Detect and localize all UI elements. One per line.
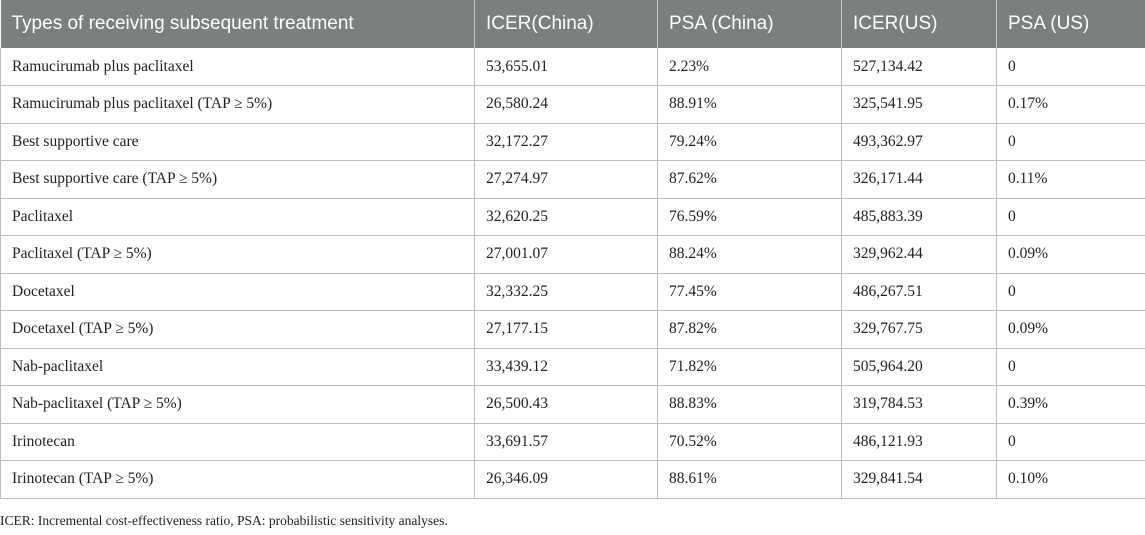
- cell-treatment-type: Paclitaxel (TAP ≥ 5%): [0, 235, 475, 274]
- table-row: Ramucirumab plus paclitaxel 53,655.01 2.23…: [0, 48, 1145, 86]
- table-body: Ramucirumab plus paclitaxel 53,655.01 2.23…: [0, 48, 1145, 499]
- header-psa-us: PSA (US): [996, 0, 1145, 48]
- cell-psa-us: 0: [996, 348, 1145, 386]
- cell-icer-us: 329,767.75: [841, 310, 997, 349]
- table-header: Types of receiving subsequent treatment …: [0, 0, 1145, 48]
- header-icer-us: ICER(US): [841, 0, 997, 48]
- cell-treatment-type: Best supportive care: [0, 123, 475, 161]
- table-row: Irinotecan 33,691.57 70.52% 486,121.93 0: [0, 423, 1145, 461]
- cell-icer-china: 26,580.24: [474, 85, 658, 124]
- cell-psa-us: 0: [996, 198, 1145, 236]
- table-row: Ramucirumab plus paclitaxel (TAP ≥ 5%) 26…: [0, 85, 1145, 124]
- cell-psa-china: 88.61%: [657, 460, 842, 499]
- cell-psa-us: 0: [996, 273, 1145, 311]
- cell-psa-china: 88.24%: [657, 235, 842, 274]
- header-treatment-type: Types of receiving subsequent treatment: [0, 0, 475, 48]
- cell-treatment-type: Paclitaxel: [0, 198, 475, 236]
- results-table: Types of receiving subsequent treatment …: [0, 0, 1145, 499]
- cell-psa-china: 79.24%: [657, 123, 842, 161]
- cell-psa-us: 0.39%: [996, 385, 1145, 424]
- header-icer-china: ICER(China): [474, 0, 658, 48]
- cell-icer-us: 486,121.93: [841, 423, 997, 461]
- cell-icer-us: 329,962.44: [841, 235, 997, 274]
- cell-psa-china: 77.45%: [657, 273, 842, 311]
- cell-psa-us: 0: [996, 48, 1145, 86]
- cell-psa-us: 0: [996, 123, 1145, 161]
- cell-psa-us: 0: [996, 423, 1145, 461]
- cell-icer-us: 505,964.20: [841, 348, 997, 386]
- cell-icer-us: 325,541.95: [841, 85, 997, 124]
- cell-icer-china: 27,177.15: [474, 310, 658, 349]
- table-row: Docetaxel (TAP ≥ 5%) 27,177.15 87.82% 329,7…: [0, 310, 1145, 349]
- cell-icer-china: 27,001.07: [474, 235, 658, 274]
- cell-icer-us: 486,267.51: [841, 273, 997, 311]
- cell-icer-us: 329,841.54: [841, 460, 997, 499]
- cell-psa-china: 87.62%: [657, 160, 842, 199]
- table-row: Nab-paclitaxel 33,439.12 71.82% 505,964.20 0: [0, 348, 1145, 386]
- cell-icer-china: 32,620.25: [474, 198, 658, 236]
- cell-treatment-type: Irinotecan: [0, 423, 475, 461]
- cell-psa-china: 87.82%: [657, 310, 842, 349]
- table-row: Paclitaxel 32,620.25 76.59% 485,883.39 0: [0, 198, 1145, 236]
- cell-icer-us: 493,362.97: [841, 123, 997, 161]
- cell-psa-china: 88.83%: [657, 385, 842, 424]
- cell-psa-us: 0.09%: [996, 235, 1145, 274]
- table-row: Nab-paclitaxel (TAP ≥ 5%) 26,500.43 88.83%…: [0, 385, 1145, 424]
- cell-icer-china: 26,346.09: [474, 460, 658, 499]
- cell-treatment-type: Nab-paclitaxel (TAP ≥ 5%): [0, 385, 475, 424]
- table-row: Docetaxel 32,332.25 77.45% 486,267.51 0: [0, 273, 1145, 311]
- header-psa-china: PSA (China): [657, 0, 842, 48]
- cell-icer-china: 33,439.12: [474, 348, 658, 386]
- cell-icer-china: 32,332.25: [474, 273, 658, 311]
- cell-icer-us: 319,784.53: [841, 385, 997, 424]
- table-row: Best supportive care (TAP ≥ 5%) 27,274.97…: [0, 160, 1145, 199]
- cell-psa-china: 88.91%: [657, 85, 842, 124]
- cell-icer-china: 32,172.27: [474, 123, 658, 161]
- cell-treatment-type: Nab-paclitaxel: [0, 348, 475, 386]
- cell-treatment-type: Irinotecan (TAP ≥ 5%): [0, 460, 475, 499]
- cell-psa-china: 76.59%: [657, 198, 842, 236]
- cell-psa-us: 0.11%: [996, 160, 1145, 199]
- cell-psa-us: 0.17%: [996, 85, 1145, 124]
- cell-psa-china: 70.52%: [657, 423, 842, 461]
- cell-psa-us: 0.10%: [996, 460, 1145, 499]
- cell-icer-us: 485,883.39: [841, 198, 997, 236]
- cell-icer-china: 26,500.43: [474, 385, 658, 424]
- cell-treatment-type: Ramucirumab plus paclitaxel: [0, 48, 475, 86]
- cell-icer-us: 326,171.44: [841, 160, 997, 199]
- cell-psa-china: 2.23%: [657, 48, 842, 86]
- cell-psa-us: 0.09%: [996, 310, 1145, 349]
- table-row: Best supportive care 32,172.27 79.24% 493,3…: [0, 123, 1145, 161]
- cell-icer-china: 33,691.57: [474, 423, 658, 461]
- header-row: Types of receiving subsequent treatment …: [0, 0, 1145, 48]
- table-row: Irinotecan (TAP ≥ 5%) 26,346.09 88.61% 329,…: [0, 460, 1145, 499]
- cell-icer-china: 53,655.01: [474, 48, 658, 86]
- cell-icer-us: 527,134.42: [841, 48, 997, 86]
- table-footnote: ICER: Incremental cost-effectiveness rat…: [0, 513, 448, 528]
- cell-treatment-type: Ramucirumab plus paclitaxel (TAP ≥ 5%): [0, 85, 475, 124]
- table-row: Paclitaxel (TAP ≥ 5%) 27,001.07 88.24% 329,…: [0, 235, 1145, 274]
- cell-treatment-type: Docetaxel: [0, 273, 475, 311]
- cell-treatment-type: Docetaxel (TAP ≥ 5%): [0, 310, 475, 349]
- cell-icer-china: 27,274.97: [474, 160, 658, 199]
- cell-treatment-type: Best supportive care (TAP ≥ 5%): [0, 160, 475, 199]
- cell-psa-china: 71.82%: [657, 348, 842, 386]
